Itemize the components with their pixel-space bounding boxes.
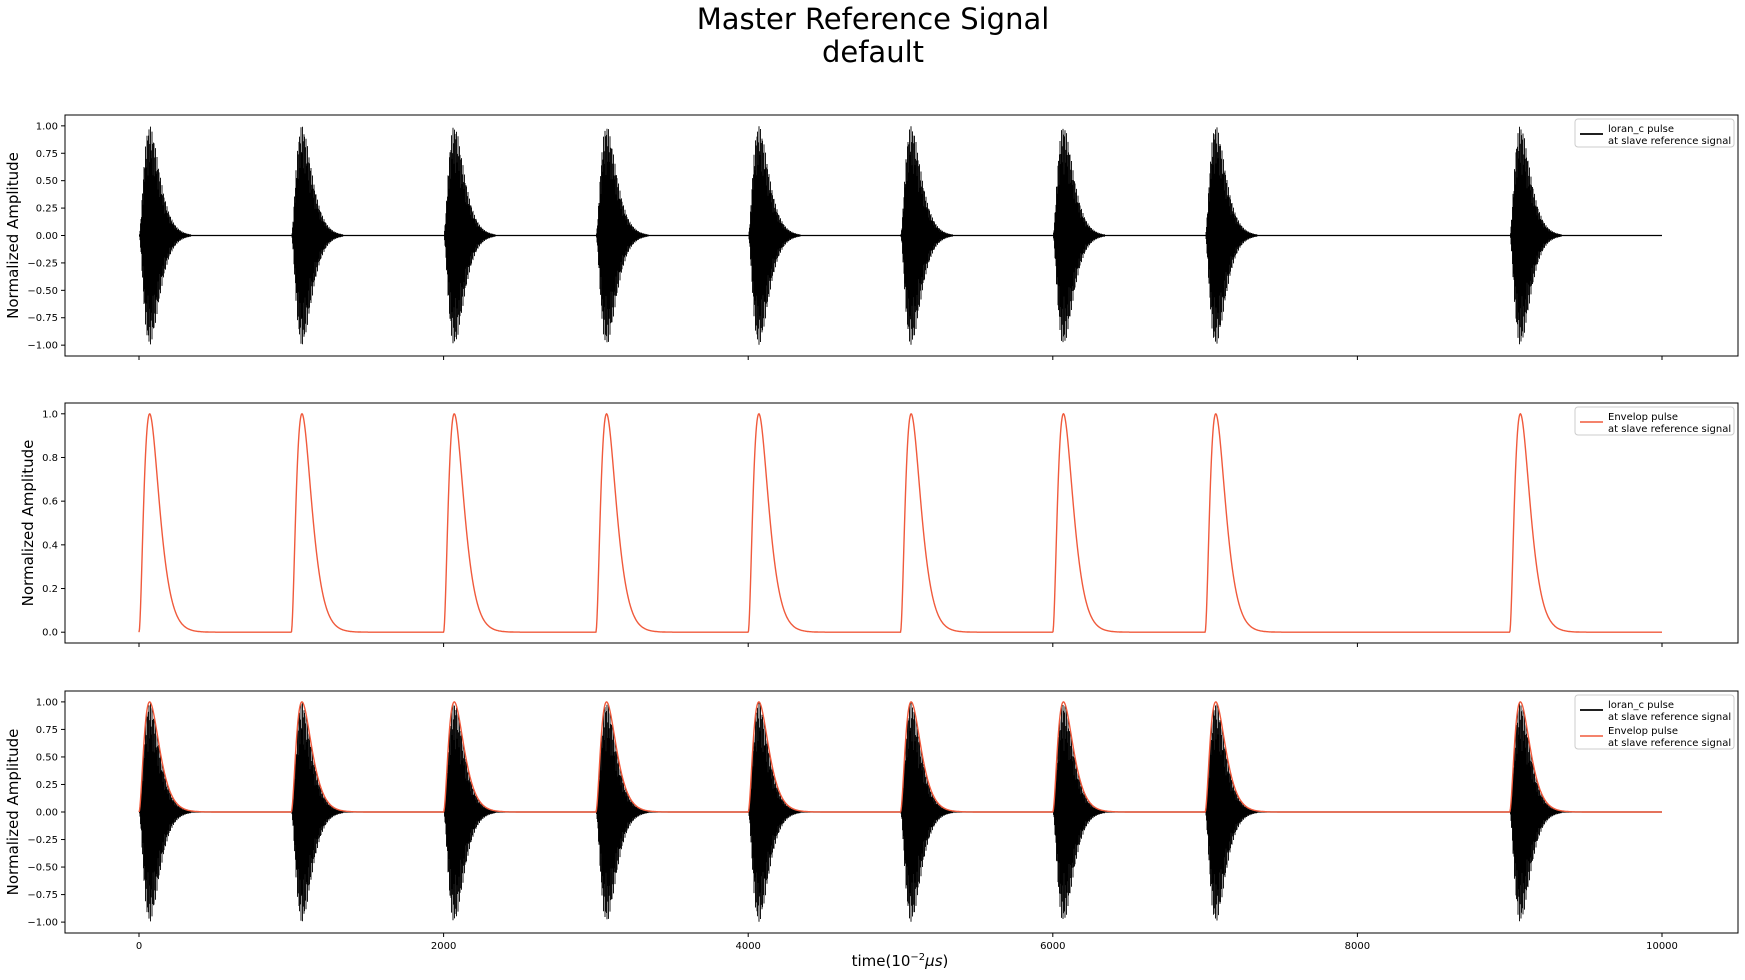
x-axis-label-unit: μs bbox=[924, 952, 943, 970]
y-tick-label: −0.50 bbox=[27, 863, 58, 874]
y-tick-label: 1.0 bbox=[42, 409, 58, 420]
legend-label-line2: at slave reference signal bbox=[1608, 712, 1731, 723]
y-tick-label: 0.8 bbox=[42, 453, 58, 464]
y-tick-label: 0.75 bbox=[36, 149, 58, 160]
loran-c-pulse-line bbox=[139, 126, 1562, 345]
y-tick-label: −0.75 bbox=[27, 890, 58, 901]
y-tick-label: 0.25 bbox=[36, 780, 58, 791]
y-tick-label: 0.4 bbox=[42, 540, 58, 551]
x-axis-label-base: time(10 bbox=[852, 952, 911, 970]
y-tick-label: 0.00 bbox=[36, 808, 58, 819]
x-axis-label: time(10−2μs) bbox=[852, 952, 949, 970]
y-tick-label: −1.00 bbox=[27, 918, 58, 929]
y-tick-label: 0.75 bbox=[36, 725, 58, 736]
y-tick-label: 0.2 bbox=[42, 584, 58, 595]
y-tick-label: −0.25 bbox=[27, 258, 58, 269]
y-axis-label: Normalized Amplitude bbox=[19, 440, 37, 607]
y-tick-label: 1.00 bbox=[36, 697, 58, 708]
legend-box bbox=[1574, 406, 1735, 436]
legend-label-line1: Envelop pulse bbox=[1608, 412, 1678, 423]
x-axis-label-exponent: −2 bbox=[910, 952, 925, 963]
x-tick-label: 10000 bbox=[1646, 941, 1678, 952]
legend-label-line2: at slave reference signal bbox=[1608, 136, 1731, 147]
y-tick-label: 0.50 bbox=[36, 176, 58, 187]
legend-label-line1: loran_c pulse bbox=[1608, 700, 1674, 711]
panel-2: 1.0 0.8 0.6 0.4 0.2 0.0 Normalized Amplitude En… bbox=[19, 402, 1739, 647]
y-axis-label: Normalized Amplitude bbox=[4, 152, 22, 319]
y-tick-label: 0.00 bbox=[36, 231, 58, 242]
figure-title-line1: Master Reference Signal bbox=[697, 2, 1050, 36]
y-tick-label: 0.0 bbox=[42, 628, 58, 639]
envelop-pulse-line bbox=[138, 412, 1662, 633]
y-axis-label: Normalized Amplitude bbox=[4, 729, 22, 896]
x-tick-label: 2000 bbox=[431, 941, 456, 952]
y-tick-label: 0.50 bbox=[36, 752, 58, 763]
x-tick-label: 4000 bbox=[735, 941, 760, 952]
panel-1: 1.00 0.75 0.50 0.25 0.00 −0.25 −0.50 −0.75 −1.00… bbox=[4, 114, 1739, 360]
legend-box bbox=[1574, 694, 1735, 750]
x-tick-label: 0 bbox=[136, 941, 142, 952]
y-tick-label: −1.00 bbox=[27, 341, 58, 352]
panel-3: 1.00 0.75 0.50 0.25 0.00 −0.25 −0.50 −0.75 −1.00… bbox=[4, 690, 1739, 952]
envelop-pulse-line bbox=[138, 701, 1662, 813]
y-tick-label: 0.25 bbox=[36, 204, 58, 215]
plot-frame bbox=[64, 402, 1739, 644]
y-tick-label: 1.00 bbox=[36, 121, 58, 132]
y-tick-label: −0.75 bbox=[27, 313, 58, 324]
figure-title-line2: default bbox=[822, 35, 924, 69]
legend-label-line1: Envelop pulse bbox=[1608, 726, 1678, 737]
panels: 1.000.750.500.250.00−0.25−0.50−0.75−1.00… bbox=[4, 114, 1739, 952]
legend-label-line2: at slave reference signal bbox=[1608, 738, 1731, 749]
y-tick-label: −0.50 bbox=[27, 286, 58, 297]
x-tick-label: 8000 bbox=[1345, 941, 1370, 952]
x-tick-label: 6000 bbox=[1040, 941, 1065, 952]
y-tick-label: −0.25 bbox=[27, 835, 58, 846]
y-tick-label: 0.6 bbox=[42, 497, 58, 508]
legend-label-line2: at slave reference signal bbox=[1608, 424, 1731, 435]
legend-box bbox=[1574, 118, 1735, 148]
x-axis-label-close: ) bbox=[943, 952, 949, 970]
legend-label-line1: loran_c pulse bbox=[1608, 124, 1674, 135]
